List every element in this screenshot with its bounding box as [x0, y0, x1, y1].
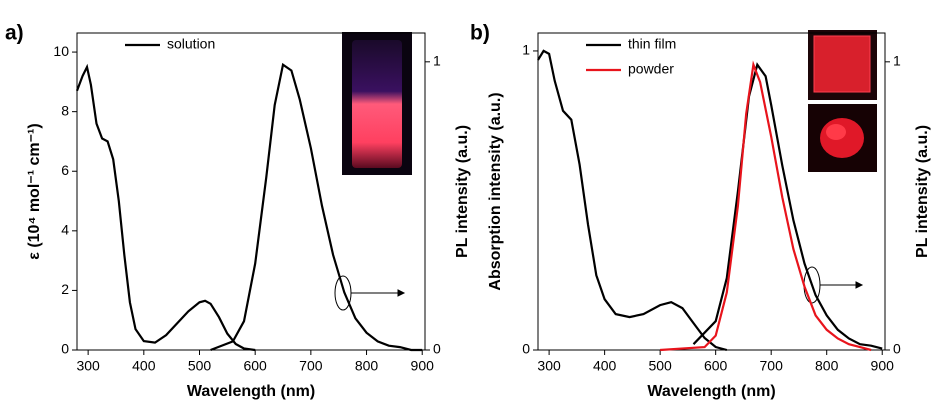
x-tick-label: 600: [243, 358, 267, 374]
y-tick-label: 6: [61, 162, 69, 178]
y-tick-label: 0: [61, 341, 69, 357]
x-tick-label: 700: [760, 358, 784, 374]
series-line: [660, 60, 872, 352]
legend-label: powder: [628, 61, 674, 77]
y-axis-label: ε (10⁴ mol⁻¹ cm⁻¹): [26, 123, 43, 259]
x-axis-label: Wavelength (nm): [187, 383, 315, 400]
series-line: [75, 63, 256, 352]
panel-label: b): [470, 22, 490, 45]
legend-label: solution: [167, 36, 215, 52]
series-line: [537, 49, 728, 352]
x-tick-label: 900: [871, 358, 895, 374]
series-line: [210, 62, 423, 352]
y-tick-label: 0: [522, 341, 530, 357]
x-tick-label: 800: [355, 358, 379, 374]
y-tick-label: 4: [61, 222, 69, 238]
x-axis-label: Wavelength (nm): [647, 383, 775, 400]
plot-frame: [537, 32, 886, 351]
y-axis-label: Absorption intensity (a.u.): [487, 92, 504, 290]
inset-photo-solution: [342, 32, 412, 175]
panel-label: a): [5, 22, 24, 45]
x-tick-label: 800: [815, 358, 839, 374]
x-tick-label: 500: [188, 358, 212, 374]
annotation: [334, 266, 864, 311]
y-tick-label: 1: [522, 42, 530, 58]
y2-tick-label: 1: [433, 53, 441, 69]
y2-tick-label: 0: [893, 341, 901, 357]
x-tick-label: 300: [537, 358, 561, 374]
x-tick-label: 500: [648, 358, 672, 374]
inset-photo-powder: [808, 104, 877, 172]
legend-label: thin film: [628, 36, 676, 52]
series-line: [692, 62, 883, 350]
x-tick-label: 700: [299, 358, 323, 374]
inset-photo-film: [808, 30, 877, 100]
x-tick-label: 400: [132, 358, 156, 374]
x-tick-label: 600: [704, 358, 728, 374]
y2-tick-label: 0: [433, 341, 441, 357]
y-tick-label: 10: [53, 43, 69, 59]
y2-axis-label: PL intensity (a.u.): [454, 125, 471, 258]
y-tick-label: 8: [61, 102, 69, 118]
x-tick-label: 900: [411, 358, 435, 374]
y-tick-label: 2: [61, 281, 69, 297]
y2-axis-label: PL intensity (a.u.): [914, 125, 931, 258]
x-tick-label: 300: [76, 358, 100, 374]
y2-tick-label: 1: [893, 53, 901, 69]
x-tick-label: 400: [593, 358, 617, 374]
